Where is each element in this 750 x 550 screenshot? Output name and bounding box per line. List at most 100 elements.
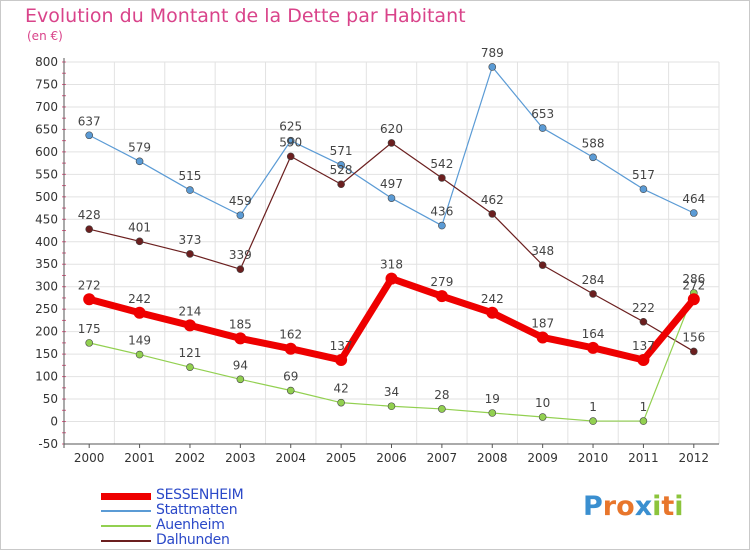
legend-swatch xyxy=(101,510,151,512)
data-label: 272 xyxy=(78,278,101,292)
x-tick-label: 2011 xyxy=(628,451,659,465)
logo-letter: i xyxy=(652,491,662,522)
data-point xyxy=(234,332,247,345)
data-point xyxy=(536,331,549,344)
data-label: 462 xyxy=(481,193,504,207)
data-label: 542 xyxy=(430,157,453,171)
data-label: 653 xyxy=(531,107,554,121)
logo-letter: P xyxy=(583,491,603,522)
series-stattmatten: 637 579 515 459 625 571 497 436 789 653 588 517 464 xyxy=(78,46,705,230)
data-label: 185 xyxy=(229,317,252,331)
data-label: 528 xyxy=(330,163,353,177)
data-point xyxy=(284,342,297,355)
y-tick-label: 350 xyxy=(35,257,58,271)
y-tick-label: 0 xyxy=(50,415,58,429)
data-label: 286 xyxy=(682,272,705,286)
legend-item: Auenheim xyxy=(101,517,321,533)
data-point xyxy=(236,375,245,384)
data-label: 28 xyxy=(434,388,449,402)
y-tick-label: 700 xyxy=(35,100,58,114)
legend-item: SESSENHEIM xyxy=(101,487,321,503)
data-point xyxy=(85,339,93,347)
data-label: 69 xyxy=(283,370,298,384)
x-tick-label: 2001 xyxy=(124,451,155,465)
data-point xyxy=(488,63,497,71)
legend: SESSENHEIM Stattmatten Auenheim Dalhunden xyxy=(101,487,321,548)
data-label: 789 xyxy=(481,46,504,60)
data-point xyxy=(135,237,144,246)
data-label: 242 xyxy=(481,292,504,306)
chart-unit: (en €) xyxy=(27,29,63,43)
logo-letter: i xyxy=(674,491,684,522)
data-point xyxy=(687,293,700,306)
data-point xyxy=(236,211,245,220)
series-sessenheim: 272 242 214 185 162 137 318 279 242 187 164 137 272 xyxy=(78,258,705,366)
data-label: 214 xyxy=(179,304,202,318)
y-tick-label: 650 xyxy=(35,122,58,136)
legend-label: SESSENHEIM xyxy=(156,487,244,503)
data-label: 279 xyxy=(430,275,453,289)
x-tick-label: 2003 xyxy=(225,451,256,465)
data-label: 242 xyxy=(128,292,151,306)
x-tick-label: 2008 xyxy=(477,451,508,465)
y-tick-label: -50 xyxy=(38,437,58,451)
logo-letter: x xyxy=(634,491,653,522)
data-point xyxy=(236,265,245,273)
data-label: 637 xyxy=(78,114,101,128)
data-point xyxy=(488,409,497,417)
data-label: 464 xyxy=(682,192,705,206)
x-tick-label: 2010 xyxy=(578,451,609,465)
data-point xyxy=(337,180,345,189)
data-point xyxy=(589,417,597,425)
data-label: 284 xyxy=(582,273,605,287)
data-label: 121 xyxy=(179,346,202,360)
data-point xyxy=(589,153,597,162)
data-point xyxy=(435,290,448,303)
data-point xyxy=(690,209,698,217)
data-point xyxy=(639,417,648,425)
data-point xyxy=(690,347,698,356)
x-tick-label: 2009 xyxy=(527,451,558,465)
data-label: 401 xyxy=(128,220,151,234)
data-label: 156 xyxy=(682,330,705,344)
data-label: 497 xyxy=(380,177,403,191)
legend-label: Stattmatten xyxy=(156,502,238,518)
data-point xyxy=(538,413,547,421)
data-point xyxy=(486,306,499,319)
data-label: 175 xyxy=(78,322,101,336)
data-point xyxy=(538,124,547,132)
data-point xyxy=(135,350,144,359)
data-point xyxy=(438,174,446,182)
x-tick-label: 2000 xyxy=(74,451,105,465)
x-tick-label: 2002 xyxy=(175,451,206,465)
data-label: 1 xyxy=(640,400,648,414)
series-auenheim: 175 149 121 94 69 42 34 28 19 10 1 1 286 xyxy=(78,272,705,425)
data-label: 42 xyxy=(333,382,348,396)
data-point xyxy=(488,210,497,218)
data-label: 459 xyxy=(229,194,252,208)
legend-swatch xyxy=(101,525,151,527)
x-tick-label: 2007 xyxy=(427,451,458,465)
y-tick-label: 50 xyxy=(43,392,58,406)
series-dalhunden: 428 401 373 339 590 528 620 542 462 348 284 222 156 xyxy=(78,122,705,356)
legend-swatch xyxy=(101,492,151,500)
legend-item: Dalhunden xyxy=(101,532,321,548)
data-label: 515 xyxy=(179,169,202,183)
data-label: 339 xyxy=(229,248,252,262)
logo-letter: o xyxy=(616,491,635,522)
y-tick-label: 100 xyxy=(35,370,58,384)
legend-label: Dalhunden xyxy=(156,532,230,548)
data-point xyxy=(135,157,144,166)
data-point xyxy=(337,161,345,169)
data-point xyxy=(186,363,194,371)
y-tick-label: 600 xyxy=(35,145,58,159)
data-point xyxy=(183,319,196,332)
data-label: 10 xyxy=(535,396,550,410)
data-point xyxy=(133,306,146,319)
y-tick-label: 400 xyxy=(35,235,58,249)
data-point xyxy=(337,398,345,407)
data-point xyxy=(438,221,446,230)
data-label: 436 xyxy=(430,205,453,219)
legend-label: Auenheim xyxy=(156,517,225,533)
